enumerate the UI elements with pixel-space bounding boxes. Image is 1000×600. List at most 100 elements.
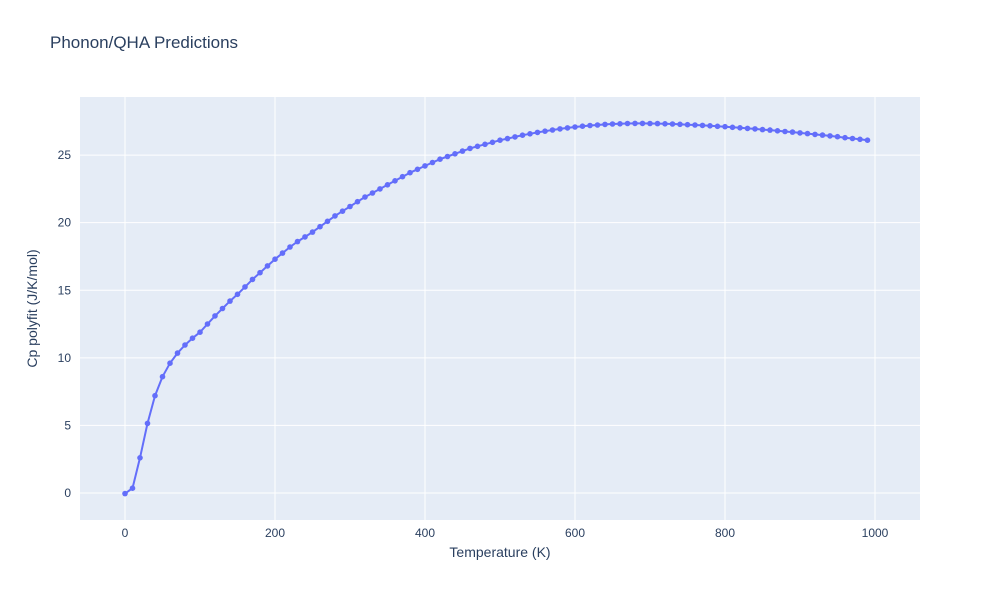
data-point[interactable]	[699, 122, 706, 129]
data-line[interactable]	[124, 122, 868, 495]
data-point[interactable]	[504, 135, 511, 142]
data-point[interactable]	[129, 485, 136, 492]
data-point[interactable]	[234, 291, 241, 298]
data-point[interactable]	[392, 178, 398, 184]
data-point[interactable]	[227, 298, 233, 304]
data-point[interactable]	[437, 156, 443, 162]
data-point[interactable]	[557, 126, 563, 132]
data-point[interactable]	[444, 153, 451, 160]
data-point[interactable]	[602, 121, 608, 128]
data-point[interactable]	[489, 139, 496, 146]
data-point[interactable]	[347, 203, 353, 210]
data-point[interactable]	[137, 455, 143, 461]
data-point[interactable]	[317, 223, 323, 230]
data-point[interactable]	[834, 133, 841, 140]
data-point[interactable]	[482, 141, 488, 148]
data-point[interactable]	[774, 128, 781, 134]
data-point[interactable]	[167, 360, 173, 367]
data-point[interactable]	[287, 244, 293, 250]
data-point[interactable]	[332, 213, 338, 219]
data-point[interactable]	[849, 135, 856, 142]
data-point[interactable]	[737, 125, 743, 131]
data-point[interactable]	[257, 269, 263, 276]
plot-area[interactable]	[80, 97, 920, 520]
data-point[interactable]	[189, 335, 196, 342]
data-point[interactable]	[407, 169, 413, 176]
data-point[interactable]	[519, 132, 526, 138]
data-point[interactable]	[819, 132, 826, 138]
data-point[interactable]	[729, 124, 736, 131]
data-point[interactable]	[624, 120, 631, 127]
data-point[interactable]	[459, 148, 466, 154]
data-point[interactable]	[684, 121, 691, 128]
data-point[interactable]	[324, 218, 331, 225]
data-point[interactable]	[542, 128, 548, 134]
data-point[interactable]	[279, 250, 286, 256]
data-point[interactable]	[474, 143, 481, 150]
data-point[interactable]	[204, 321, 211, 327]
data-point[interactable]	[384, 182, 391, 188]
data-point[interactable]	[744, 125, 751, 132]
data-point[interactable]	[122, 490, 128, 497]
data-point[interactable]	[249, 276, 256, 283]
data-point[interactable]	[707, 123, 713, 129]
data-point[interactable]	[309, 229, 316, 235]
data-point[interactable]	[662, 121, 668, 127]
data-point[interactable]	[414, 166, 421, 173]
data-point[interactable]	[467, 145, 473, 152]
data-point[interactable]	[692, 122, 698, 128]
data-point[interactable]	[452, 151, 458, 157]
data-point[interactable]	[632, 120, 638, 127]
data-point[interactable]	[219, 305, 226, 312]
data-point[interactable]	[369, 190, 376, 196]
data-point[interactable]	[572, 124, 578, 130]
data-point[interactable]	[294, 238, 301, 245]
data-point[interactable]	[857, 136, 863, 143]
data-point[interactable]	[144, 420, 151, 427]
data-point[interactable]	[242, 284, 248, 290]
data-point[interactable]	[812, 131, 818, 138]
data-point[interactable]	[789, 129, 796, 135]
data-point[interactable]	[647, 120, 653, 127]
data-point[interactable]	[639, 120, 646, 127]
data-point[interactable]	[579, 123, 586, 129]
data-point[interactable]	[864, 137, 871, 143]
data-point[interactable]	[422, 163, 428, 169]
data-point[interactable]	[377, 186, 383, 192]
data-point[interactable]	[272, 256, 278, 263]
data-point[interactable]	[429, 159, 436, 166]
data-point[interactable]	[497, 137, 503, 143]
data-point[interactable]	[534, 129, 541, 136]
data-point[interactable]	[654, 120, 661, 127]
data-point[interactable]	[564, 125, 571, 131]
data-point[interactable]	[677, 121, 683, 128]
data-point[interactable]	[362, 194, 368, 200]
data-point[interactable]	[617, 121, 623, 127]
data-point[interactable]	[797, 130, 803, 136]
data-point[interactable]	[182, 342, 188, 348]
data-point[interactable]	[549, 127, 556, 133]
data-point[interactable]	[752, 126, 758, 132]
data-point[interactable]	[842, 134, 848, 141]
data-point[interactable]	[174, 350, 181, 356]
data-point[interactable]	[152, 392, 158, 399]
data-point[interactable]	[759, 126, 766, 133]
data-point[interactable]	[512, 134, 518, 140]
data-point[interactable]	[669, 121, 676, 127]
data-point[interactable]	[609, 121, 616, 127]
data-point[interactable]	[212, 313, 218, 319]
data-point[interactable]	[339, 208, 346, 214]
data-point[interactable]	[197, 329, 203, 336]
data-point[interactable]	[399, 173, 406, 180]
data-point[interactable]	[827, 133, 833, 139]
data-point[interactable]	[302, 234, 308, 240]
data-point[interactable]	[714, 123, 721, 130]
data-point[interactable]	[782, 128, 788, 135]
data-point[interactable]	[767, 127, 773, 133]
data-point[interactable]	[527, 131, 533, 137]
data-point[interactable]	[264, 263, 271, 269]
data-point[interactable]	[804, 130, 811, 137]
data-point[interactable]	[722, 123, 728, 130]
data-point[interactable]	[159, 373, 166, 380]
